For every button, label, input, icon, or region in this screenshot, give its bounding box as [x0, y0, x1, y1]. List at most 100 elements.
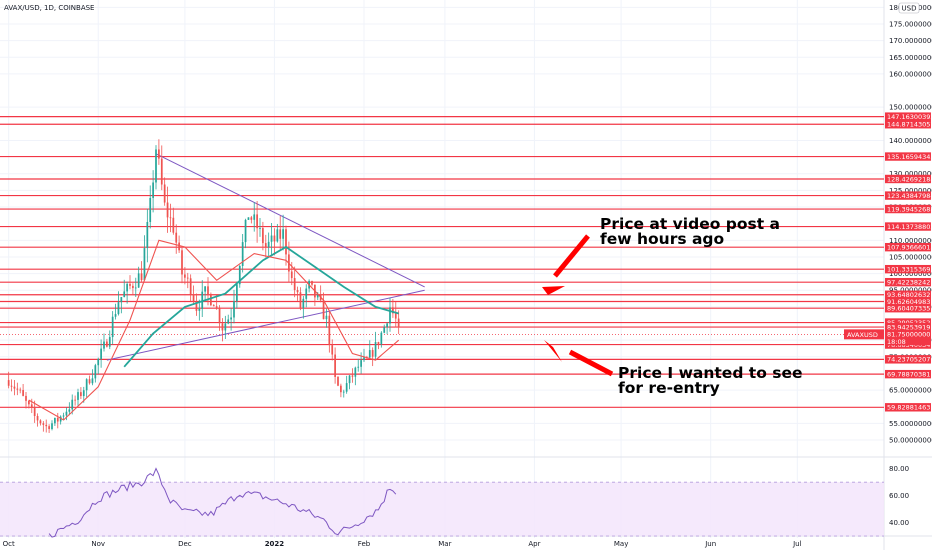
price-tick: 105.00000000 — [889, 253, 932, 261]
candle — [19, 387, 22, 394]
rsi-tick: 60.00 — [889, 492, 909, 500]
moving-average-line — [123, 245, 399, 368]
candle-body — [158, 149, 160, 159]
level-tag-label: 74.23705207 — [887, 356, 930, 364]
candle-body — [230, 317, 232, 320]
candle — [94, 363, 97, 383]
countdown: 18:08 — [887, 338, 906, 346]
candle-body — [120, 297, 123, 303]
candle-body — [137, 273, 140, 288]
price-tick: 110.00000000 — [889, 237, 932, 245]
candle-body — [273, 235, 276, 242]
trendline[interactable] — [106, 289, 425, 361]
time-axis[interactable]: Oct Nov Dec 2022 Feb Mar Apr May Jun Jul — [3, 540, 802, 548]
candle-body — [195, 301, 198, 311]
candle — [85, 378, 88, 398]
candle — [302, 296, 305, 319]
candle — [374, 331, 377, 360]
candle — [56, 412, 59, 429]
candle — [100, 339, 102, 368]
candle-body — [207, 286, 209, 295]
level-tag — [885, 322, 931, 332]
candle — [25, 391, 27, 409]
candle — [140, 261, 143, 282]
candle — [354, 366, 357, 386]
candle — [33, 400, 36, 423]
candle-body — [175, 232, 178, 243]
candle — [91, 369, 94, 386]
candle — [160, 145, 163, 191]
level-tag-label: 93.64802632 — [887, 291, 930, 299]
candle-body — [354, 367, 357, 377]
candle-body — [65, 411, 68, 416]
candle — [129, 275, 131, 290]
level-tag — [885, 303, 931, 313]
price-tick: 140.00000000 — [889, 137, 932, 145]
annotation-arrow-shaft — [553, 234, 590, 278]
candle — [181, 247, 183, 284]
candle — [314, 284, 316, 306]
rsi-tick: 40.00 — [889, 519, 909, 527]
candle — [201, 280, 204, 318]
candle-body — [13, 386, 16, 389]
rsi-pane — [0, 467, 884, 538]
candle — [132, 283, 134, 296]
candle-body — [129, 283, 131, 286]
candle-body — [360, 360, 362, 367]
horizontal-levels[interactable] — [0, 116, 884, 408]
candle-body — [368, 350, 371, 358]
candle-body — [22, 390, 24, 396]
rsi-band — [0, 482, 884, 537]
trendlines[interactable] — [106, 153, 425, 361]
candle-body — [253, 214, 256, 220]
candle-body — [189, 278, 192, 295]
candle-body — [33, 407, 36, 416]
level-tag — [885, 242, 931, 252]
candle-body — [204, 286, 206, 292]
candle-body — [16, 388, 19, 390]
candle-body — [42, 423, 45, 425]
candle-body — [342, 391, 345, 393]
candle-body — [331, 345, 334, 355]
price-tick: 65.00000000 — [889, 387, 932, 395]
candle — [247, 217, 250, 221]
symbol-tag — [844, 329, 884, 340]
candle-body — [348, 375, 351, 384]
candle — [389, 297, 391, 332]
candle-body — [172, 217, 175, 233]
candle-body — [227, 319, 230, 324]
candle-body — [91, 378, 94, 384]
candles — [7, 139, 400, 434]
candle — [348, 375, 351, 390]
candle-body — [325, 315, 328, 320]
candle — [184, 267, 186, 285]
candle-body — [394, 313, 397, 319]
candle — [123, 279, 126, 298]
candle — [16, 382, 19, 396]
level-tag-label: 128.42692184 — [887, 175, 932, 183]
level-tag-label: 97.42238242 — [887, 279, 930, 287]
candle-body — [39, 420, 42, 424]
candle — [126, 281, 128, 304]
candle-body — [155, 149, 157, 183]
candle — [65, 407, 68, 421]
candle — [267, 232, 270, 258]
currency-badge-label: USD — [902, 5, 917, 13]
candle — [178, 235, 180, 253]
candle-body — [224, 323, 227, 331]
currency-badge[interactable]: USD — [898, 2, 920, 14]
price-tick: 175.00000000 — [889, 20, 932, 28]
candle — [62, 412, 65, 420]
candle — [80, 387, 82, 400]
candle-body — [264, 243, 267, 248]
candle — [293, 266, 296, 298]
candle — [42, 421, 45, 432]
candle — [169, 203, 172, 233]
trendline[interactable] — [155, 153, 425, 288]
candle-body — [163, 184, 166, 203]
candle — [28, 399, 30, 409]
candle-body — [389, 307, 391, 324]
candle — [345, 375, 348, 394]
price-axis[interactable]: 180.0000000175.00000000170.00000000165.0… — [844, 4, 932, 527]
